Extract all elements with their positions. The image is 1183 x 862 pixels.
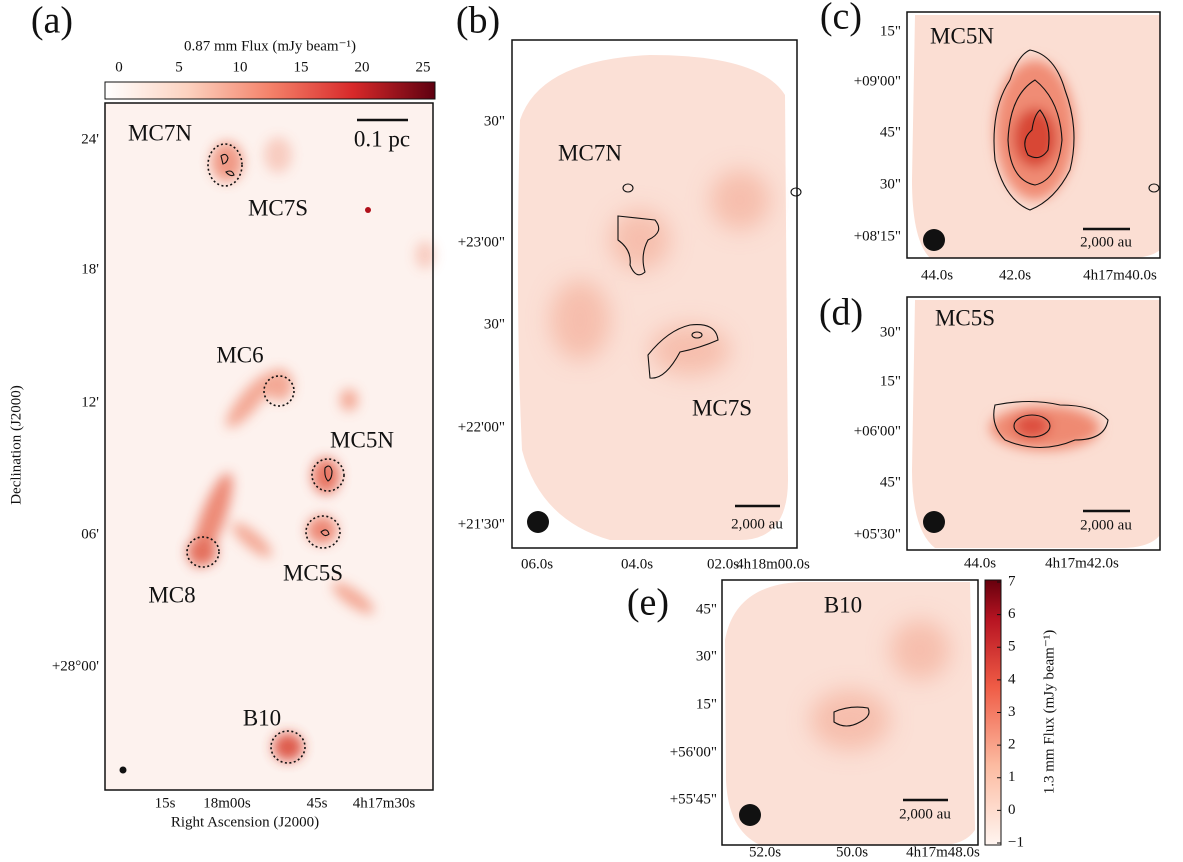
panel-label: (a) [31, 0, 73, 42]
x-tick-label: 15s [155, 795, 176, 811]
map-b [511, 39, 802, 549]
y-tick-label: 45" [880, 474, 901, 490]
y-tick-label: +28°00' [52, 658, 99, 674]
source-label: MC7S [692, 395, 752, 420]
source-label: MC7N [558, 140, 622, 165]
y-axis-label: Declination (J2000) [8, 385, 24, 505]
y-tick-label: 24' [81, 131, 99, 147]
source-label: MC7S [248, 195, 308, 220]
source-label: MC6 [216, 342, 263, 367]
colorbar-tick-label: 1 [1008, 769, 1016, 785]
x-tick-label: 42.0s [999, 267, 1031, 283]
y-tick-label: 15" [880, 23, 901, 39]
colorbar-tick-label: 5 [1008, 639, 1016, 655]
y-tick-label: 06' [81, 526, 99, 542]
y-tick-label: +09'00" [854, 73, 901, 89]
y-tick-label: 12' [81, 394, 99, 410]
x-tick-label: 02.0s [707, 556, 739, 572]
x-tick-label: 4h17m40.0s [1083, 267, 1157, 283]
source-label: MC5S [283, 560, 343, 585]
y-tick-label: 30" [696, 648, 717, 664]
colorbar-tick-label: 20 [355, 59, 370, 75]
y-tick-label: +21'30" [458, 516, 505, 532]
colorbar-tick-label: 7 [1008, 573, 1016, 589]
map-c [906, 11, 1161, 259]
colorbar-title: 0.87 mm Flux (mJy beam⁻¹) [184, 38, 356, 54]
y-tick-label: +08'15" [854, 228, 901, 244]
y-tick-label: 15" [696, 696, 717, 712]
y-tick-label: 30" [484, 113, 505, 129]
y-tick-label: +05'30" [854, 526, 901, 542]
x-tick-label: 45s [307, 795, 328, 811]
x-tick-label: 18m00s [203, 795, 251, 811]
y-tick-label: 45" [696, 601, 717, 617]
x-tick-label: 4h18m00.0s [736, 556, 810, 572]
x-tick-label: 4h17m48.0s [906, 844, 980, 860]
source-label: B10 [824, 592, 862, 617]
y-tick-label: 30" [880, 324, 901, 340]
source-label: MC5S [935, 305, 995, 330]
x-tick-label: 4h17m30s [353, 795, 416, 811]
colorbar-tick-label: 0 [115, 59, 123, 75]
colorbar-tick-label: 5 [175, 59, 183, 75]
map-a [104, 81, 436, 791]
colorbar-tick-label: 6 [1008, 606, 1016, 622]
x-tick-label: 50.0s [836, 844, 868, 860]
y-tick-label: +55'45" [670, 791, 717, 807]
panel-label: (d) [819, 292, 863, 334]
panel-label: (b) [456, 0, 500, 42]
panel-label: (c) [820, 0, 862, 38]
x-tick-label: 44.0s [921, 267, 953, 283]
y-tick-label: 15" [880, 373, 901, 389]
y-tick-label: 45" [880, 124, 901, 140]
map-e [721, 579, 1002, 846]
y-tick-label: +06'00" [854, 423, 901, 439]
panel-label: (e) [627, 582, 669, 624]
map-d [906, 296, 1161, 551]
y-tick-label: 18' [81, 261, 99, 277]
source-label: MC8 [148, 582, 195, 607]
colorbar-tick-label: 0 [1008, 802, 1016, 818]
colorbar-tick-label: 2 [1008, 737, 1016, 753]
colorbar-tick-label: 4 [1008, 671, 1016, 687]
source-label: B10 [243, 705, 281, 730]
scale-bar-label: 0.1 pc [354, 126, 410, 151]
x-axis-label: Right Ascension (J2000) [171, 814, 319, 830]
x-tick-label: 4h17m42.0s [1045, 555, 1119, 571]
scale-bar-label: 2,000 au [899, 806, 951, 822]
colorbar-tick-label: 15 [294, 59, 309, 75]
source-label: MC5N [330, 427, 394, 452]
x-tick-label: 52.0s [749, 844, 781, 860]
x-tick-label: 04.0s [621, 556, 653, 572]
y-tick-label: +56'00" [670, 744, 717, 760]
colorbar-tick-label: 25 [416, 59, 431, 75]
scale-bar-label: 2,000 au [731, 516, 783, 532]
colorbar-tick-label: 3 [1008, 704, 1016, 720]
y-tick-label: 30" [484, 316, 505, 332]
source-label: MC7N [128, 120, 192, 145]
y-tick-label: 30" [880, 176, 901, 192]
scale-bar-label: 2,000 au [1080, 517, 1132, 533]
y-tick-label: +23'00" [458, 234, 505, 250]
colorbar-tick-label: 10 [233, 59, 248, 75]
source-label: MC5N [930, 23, 994, 48]
colorbar-title: 1.3 mm Flux (mJy beam⁻¹) [1041, 630, 1057, 795]
x-tick-label: 06.0s [521, 556, 553, 572]
y-tick-label: +22'00" [458, 419, 505, 435]
scale-bar-label: 2,000 au [1080, 234, 1132, 250]
colorbar-tick-label: −1 [1008, 834, 1024, 850]
x-tick-label: 44.0s [964, 555, 996, 571]
